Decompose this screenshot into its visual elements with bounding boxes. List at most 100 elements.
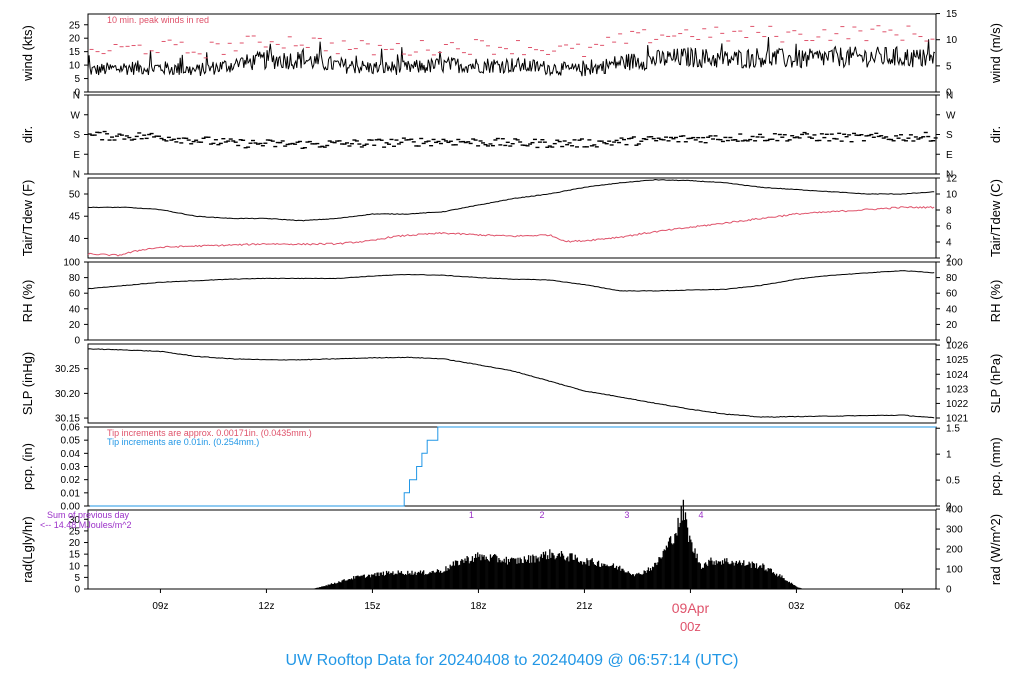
annotation-tip-increment: Tip increments are 0.01in. (0.254mm.) — [107, 437, 259, 447]
ylabel-right-temp: Tair/Tdew (C) — [988, 179, 1003, 257]
time-tick-label: 03z — [788, 601, 804, 612]
series-wind-peaks — [89, 25, 935, 59]
panel-frame-slp — [87, 343, 937, 424]
tick-label-left-rh: 0 — [74, 336, 80, 347]
tick-label-left-temp: 50 — [69, 190, 81, 201]
tick-label-right-temp: 12 — [946, 174, 958, 185]
tick-label-right-rh: 100 — [946, 258, 963, 269]
tick-label-right-slp: 1026 — [946, 341, 969, 352]
time-tick-label: 18z — [470, 601, 486, 612]
tick-label-left-wind: 0 — [74, 88, 80, 99]
tick-label-left-dir: N — [73, 91, 80, 102]
tick-label-right-rad: 300 — [946, 525, 963, 536]
tick-label-left-temp: 40 — [69, 234, 81, 245]
ylabel-right-wind: wind (m/s) — [988, 23, 1003, 84]
panel-rad: rad(Lgly/hr) rad (W/m^2)05101520253001002… — [20, 499, 1003, 596]
tick-label-left-dir: E — [73, 150, 80, 161]
radiation-marker-2: 2 — [540, 510, 545, 520]
radiation-marker-1: 1 — [469, 510, 474, 520]
tick-label-right-slp: 1022 — [946, 399, 969, 410]
tick-label-left-dir: N — [73, 170, 80, 181]
tick-label-right-rad: 200 — [946, 545, 963, 556]
series-slp — [87, 348, 935, 419]
annotation-tip-approx: Tip increments are approx. 0.00171in. (0… — [107, 428, 312, 438]
tick-label-right-temp: 2 — [946, 254, 952, 265]
panel-frame-temp — [87, 177, 937, 259]
tick-label-right-temp: 8 — [946, 206, 952, 217]
tick-label-left-rh: 100 — [63, 258, 80, 269]
tick-label-left-temp: 45 — [69, 212, 81, 223]
time-tick-label: 09z — [152, 601, 168, 612]
ylabel-left-pcp: pcp. (in) — [20, 443, 35, 490]
tick-label-right-wind: 10 — [946, 35, 958, 46]
series-tair — [87, 178, 935, 222]
tick-label-right-rad: 100 — [946, 565, 963, 576]
tick-label-left-rad: 5 — [74, 573, 80, 584]
series-wind-speed — [87, 37, 936, 77]
series-direction-dots — [87, 130, 938, 150]
tick-label-left-rad: 25 — [69, 526, 81, 537]
panel-frame-rh — [87, 261, 937, 341]
ylabel-left-slp: SLP (inHg) — [20, 352, 35, 415]
tick-label-right-wind: 5 — [946, 61, 952, 72]
tick-label-left-pcp: 0.00 — [61, 502, 81, 513]
tick-label-right-rh: 0 — [946, 336, 952, 347]
tick-label-left-wind: 10 — [69, 61, 81, 72]
tick-label-left-rad: 20 — [69, 538, 81, 549]
series-tdew — [87, 205, 935, 257]
panel-frame-wind — [87, 13, 937, 93]
chart-title: UW Rooftop Data for 20240408 to 20240409… — [286, 652, 739, 669]
tick-label-left-wind: 25 — [69, 20, 81, 31]
ylabel-right-dir: dir. — [988, 126, 1003, 143]
time-tick-label: 21z — [576, 601, 592, 612]
tick-label-right-dir: N — [946, 170, 953, 181]
panel-pcp: pcp. (in) pcp. (mm) 0.00 0.01 0.02 0.03 0.04 0.… — [20, 423, 1003, 513]
tick-label-left-wind: 5 — [74, 74, 80, 85]
annotation-sum-previous-day: Sum of previous day — [47, 510, 130, 520]
tick-label-left-wind: 15 — [69, 47, 81, 58]
tick-label-left-pcp: 0.03 — [61, 462, 81, 473]
time-tick-label: 06z — [894, 601, 910, 612]
tick-label-right-wind: 15 — [946, 9, 958, 20]
tick-label-right-rh: 40 — [946, 304, 958, 315]
tick-label-right-temp: 10 — [946, 190, 958, 201]
tick-label-left-dir: S — [73, 130, 80, 141]
tick-label-left-rh: 40 — [69, 304, 81, 315]
ylabel-left-rad: rad(Lgly/hr) — [20, 516, 35, 582]
series-radiation-bars — [312, 499, 804, 589]
time-axis: 09z 12z 15z 18z 21z 03z 06z 09Apr 00z — [152, 589, 910, 634]
ylabel-left-wind: wind (kts) — [20, 25, 35, 82]
date-label: 09Apr — [672, 600, 710, 616]
radiation-marker-3: 3 — [624, 510, 629, 520]
tick-label-right-slp: 1024 — [946, 370, 969, 381]
tick-label-left-rh: 20 — [69, 320, 81, 331]
tick-label-left-slp: 30.25 — [55, 364, 80, 375]
tick-label-right-pcp: 1.5 — [946, 424, 960, 435]
panel-wind: wind (kts) wind (m/s) 0 5 10 15 20 25 0 5 10 15 10 m… — [20, 9, 1003, 98]
tick-label-right-pcp: 0.5 — [946, 476, 960, 487]
tick-label-right-slp: 1023 — [946, 384, 969, 395]
tick-label-right-rad: 400 — [946, 505, 963, 516]
radiation-marker-4: 4 — [699, 510, 704, 520]
tick-label-left-slp: 30.15 — [55, 414, 80, 425]
tick-label-left-rad: 0 — [74, 585, 80, 596]
tick-label-right-dir: W — [946, 110, 956, 121]
tick-label-right-temp: 6 — [946, 222, 952, 233]
tick-label-left-rad: 10 — [69, 561, 81, 572]
series-precip — [89, 426, 936, 507]
tick-label-left-rh: 60 — [69, 289, 81, 300]
panel-rh: RH (%) RH (%) 0 20 40 60 80 100 0 20 40 60 80 100 — [20, 258, 1003, 347]
tick-label-left-rh: 80 — [69, 273, 81, 284]
time-tick-label: 15z — [364, 601, 380, 612]
tick-label-right-slp: 1021 — [946, 413, 969, 424]
tick-label-left-pcp: 0.06 — [61, 423, 81, 434]
time-tick-label: 12z — [258, 601, 274, 612]
tick-label-right-dir: S — [946, 130, 953, 141]
tick-label-right-pcp: 1 — [946, 450, 952, 461]
tick-label-right-rh: 80 — [946, 273, 958, 284]
panel-slp: SLP (inHg) SLP (hPa) 30.15 30.20 30.25 1021 10… — [20, 341, 1003, 425]
ylabel-right-pcp: pcp. (mm) — [988, 437, 1003, 496]
tick-label-right-slp: 1025 — [946, 355, 969, 366]
